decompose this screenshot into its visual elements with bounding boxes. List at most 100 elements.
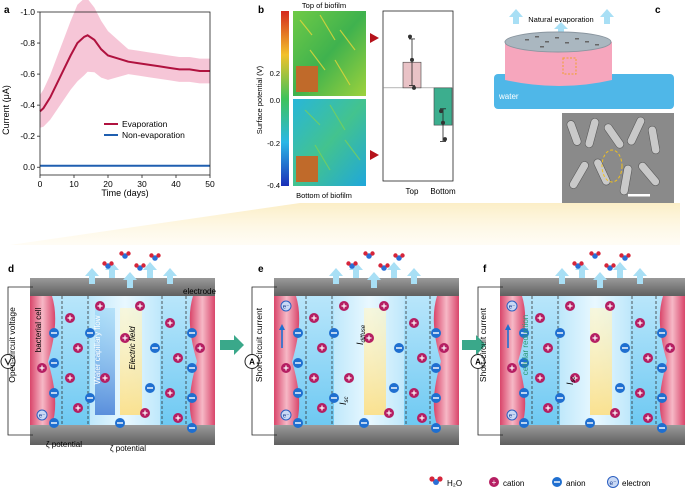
cation-plus [177, 355, 179, 361]
schematic-e: Ae⁻ e⁻ [244, 251, 459, 445]
y-tick-label: -1.0 [20, 7, 35, 17]
evaporation-error-band [40, 0, 210, 128]
anion-minus [331, 397, 337, 399]
water-molecule-icon [381, 265, 387, 271]
water-molecule-icon [102, 261, 107, 266]
zeta-potential-label: ζ potential [46, 440, 82, 449]
water-molecule-icon [393, 253, 398, 258]
disk-pores [525, 36, 599, 48]
cation-plus [124, 335, 126, 341]
surface-potential-ylabel: Surface potential (V) [255, 65, 264, 134]
schematics: e⁻ Ae⁻ e⁻ Ae⁻ e⁻ [0, 251, 685, 445]
water-molecule-icon [134, 263, 139, 268]
anion-minus [554, 481, 560, 483]
colorbar-tick: 0.0 [270, 96, 280, 105]
electron-icon [280, 300, 292, 312]
right-bacterial-cell [189, 296, 215, 425]
anion-minus [295, 332, 301, 334]
electron-icon-text: e⁻ [609, 480, 617, 487]
data-point [443, 137, 447, 142]
schematic-f: Ae⁻ e⁻ [470, 251, 685, 445]
x-tick-label: 0 [38, 179, 43, 189]
y-tick-label: -0.2 [20, 131, 35, 141]
anion-minus [659, 332, 665, 334]
legend-h2o: H₂O [447, 479, 462, 488]
anion-minus [51, 362, 57, 364]
bottom-arrow-icon [370, 150, 379, 160]
evaporation-arrow-icon [163, 268, 177, 284]
kpfm-bottom-inset [296, 156, 318, 182]
water-molecule-icon [152, 255, 158, 261]
cation-plus [69, 375, 71, 381]
water-molecule-icon [156, 253, 161, 258]
electron-icon [506, 300, 518, 312]
biofilm-disk [505, 42, 612, 86]
anion-minus [659, 367, 665, 369]
cation-plus [104, 375, 106, 381]
ammeter-symbol: A [475, 358, 481, 367]
panel-b: b Top of biofilm Bottom of biofilm Surfa… [255, 1, 456, 200]
anion-minus [51, 392, 57, 394]
cation-plus [169, 320, 171, 326]
electron-label: e⁻ [283, 305, 290, 311]
water-molecule-icon [619, 253, 624, 258]
water-molecule-icon [579, 261, 584, 266]
current-beam [590, 308, 612, 415]
electron-flow-arrowhead [279, 324, 285, 330]
cation-plus [569, 303, 571, 309]
cation-plus [177, 415, 179, 421]
y-tick-label: -0.8 [20, 38, 35, 48]
legend-anion: anion [566, 479, 586, 488]
anion-minus [189, 367, 195, 369]
ammeter-icon [470, 354, 486, 369]
right-bacterial-cell [659, 296, 685, 425]
water-molecule-icon [346, 261, 351, 266]
flow-beam [95, 308, 115, 415]
water-molecule-icon [149, 253, 154, 258]
evaporation-arrow-icon [613, 262, 627, 278]
h2o-icon-part [437, 476, 443, 482]
transition-arrows [220, 335, 486, 355]
sem-highlight [601, 149, 623, 183]
legend-electron: electron [622, 479, 650, 488]
panel-b-bars [383, 34, 453, 142]
x-tick-label: 40 [171, 179, 181, 189]
cation-plus [511, 365, 513, 371]
h2o-icon-part [429, 476, 435, 482]
bacterial-cell-label: bacterial cell [34, 308, 43, 353]
top-electrode [274, 278, 459, 296]
voltmeter-symbol [4, 358, 12, 366]
cation-plus [321, 345, 323, 351]
right-bacterial-cell [433, 296, 459, 425]
category-bottom: Bottom [430, 187, 456, 196]
cation-plus [669, 345, 671, 351]
water-molecule-icon [122, 253, 128, 259]
cation-plus [547, 405, 549, 411]
cation-plus [169, 390, 171, 396]
natural-evaporation-label: Natural evaporation [528, 15, 593, 24]
evaporation-arrow-icon [329, 268, 343, 284]
i-sc-label-f: Isc [565, 376, 577, 385]
water-molecule-icon [119, 251, 124, 256]
cation-plus [609, 303, 611, 309]
ammeter-icon [244, 354, 260, 369]
kpfm-bottom-texture [304, 104, 361, 171]
evaporation-arrow-icon [633, 268, 647, 284]
top-electrode [500, 278, 685, 296]
anion-minus [295, 362, 301, 364]
cation-plus [647, 355, 649, 361]
anion-minus [391, 387, 397, 389]
cation-plus [539, 375, 541, 381]
y-tick-label: 0.0 [23, 162, 35, 172]
legend-non-evaporation: Non-evaporation [122, 130, 185, 140]
cation-plus: + [492, 478, 497, 487]
electron-flow-arrowhead [505, 324, 511, 330]
schematic-d: e⁻ [0, 251, 215, 445]
anion-minus [521, 362, 527, 364]
cation-plus [413, 320, 415, 326]
left-bacterial-cell [30, 296, 56, 425]
next-panel-arrow-icon [462, 335, 486, 355]
panel-a-letter: a [4, 5, 10, 16]
cation-plus [321, 405, 323, 411]
water-molecule-icon [575, 263, 581, 269]
